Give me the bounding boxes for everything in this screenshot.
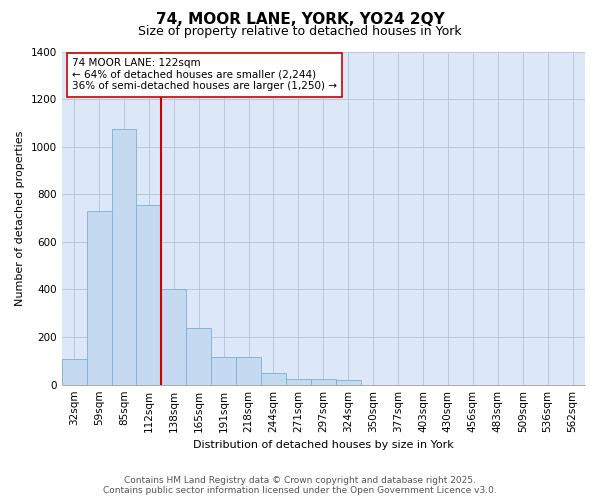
Bar (261, 373, 286, 384)
Bar (336, 380, 361, 384)
Bar (211, 358, 236, 384)
Bar (86, 211, 112, 384)
Text: Contains public sector information licensed under the Open Government Licence v3: Contains public sector information licen… (103, 486, 497, 495)
Bar (311, 378, 336, 384)
Text: Size of property relative to detached houses in York: Size of property relative to detached ho… (138, 25, 462, 38)
Bar (186, 328, 211, 384)
Text: 74 MOOR LANE: 122sqm
← 64% of detached houses are smaller (2,244)
36% of semi-de: 74 MOOR LANE: 122sqm ← 64% of detached h… (72, 58, 337, 92)
Bar (236, 358, 261, 384)
Bar (161, 290, 186, 384)
Bar (112, 129, 136, 384)
Bar (286, 378, 311, 384)
X-axis label: Distribution of detached houses by size in York: Distribution of detached houses by size … (193, 440, 454, 450)
Text: Contains HM Land Registry data © Crown copyright and database right 2025.: Contains HM Land Registry data © Crown c… (124, 476, 476, 485)
Y-axis label: Number of detached properties: Number of detached properties (15, 130, 25, 306)
Text: 74, MOOR LANE, YORK, YO24 2QY: 74, MOOR LANE, YORK, YO24 2QY (155, 12, 445, 28)
Bar (136, 205, 161, 384)
Bar (62, 359, 86, 384)
